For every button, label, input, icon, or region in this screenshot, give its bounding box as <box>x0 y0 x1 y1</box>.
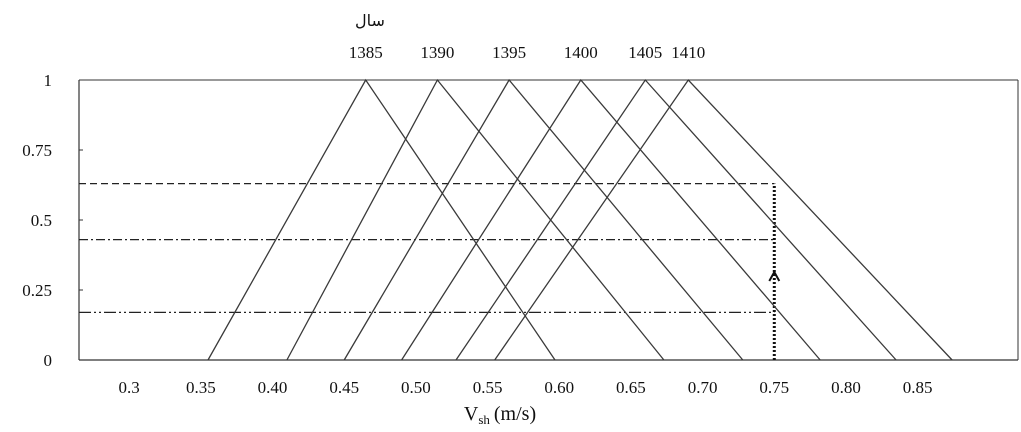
series-lines <box>207 78 953 361</box>
y-tick-label: 1 <box>44 71 53 90</box>
x-axis-label-unit: (m/s) <box>494 403 536 425</box>
year-labels: 1385 1390 1395 1400 1405 1410 <box>349 43 706 62</box>
x-axis-label: Vsh (m/s) <box>464 403 536 427</box>
y-ticks: 0 0.25 0.5 0.75 1 <box>22 71 83 370</box>
series-line-1385 <box>207 78 556 361</box>
x-tick-label: 0.55 <box>473 378 503 397</box>
x-tick-label: 0.80 <box>831 378 861 397</box>
series-label-1400: 1400 <box>564 43 598 62</box>
series-label-1390: 1390 <box>420 43 454 62</box>
x-tick-label: 0.60 <box>544 378 574 397</box>
chart-title: سال <box>355 11 385 30</box>
arrow-up <box>768 269 781 282</box>
series-label-1385: 1385 <box>349 43 383 62</box>
reference-lines <box>79 182 781 360</box>
y-tick-label: 0.5 <box>31 211 52 230</box>
x-tick-label: 0.35 <box>186 378 216 397</box>
y-tick-label: 0.75 <box>22 141 52 160</box>
x-tick-label: 0.45 <box>329 378 359 397</box>
series-line-1410 <box>494 78 953 361</box>
series-line-1405 <box>455 78 897 361</box>
x-axis-label-main: V <box>464 403 479 425</box>
x-ticks: 0.3 0.35 0.40 0.45 0.50 0.55 0.60 0.65 0.70 0.75 0… <box>119 378 933 397</box>
series-line-1400 <box>401 78 821 361</box>
x-tick-label: 0.50 <box>401 378 431 397</box>
x-axis-label-sub: sh <box>478 412 490 427</box>
x-tick-label: 0.40 <box>258 378 288 397</box>
x-tick-label: 0.3 <box>119 378 140 397</box>
series-label-1405: 1405 <box>628 43 662 62</box>
x-tick-label: 0.85 <box>903 378 933 397</box>
y-tick-label: 0 <box>44 351 53 370</box>
series-line-1390 <box>286 78 665 361</box>
y-tick-label: 0.25 <box>22 281 52 300</box>
x-tick-label: 0.65 <box>616 378 646 397</box>
series-line-1395 <box>343 78 744 361</box>
x-tick-label: 0.70 <box>688 378 718 397</box>
x-tick-label: 0.75 <box>759 378 789 397</box>
series-label-1410: 1410 <box>671 43 705 62</box>
series-label-1395: 1395 <box>492 43 526 62</box>
